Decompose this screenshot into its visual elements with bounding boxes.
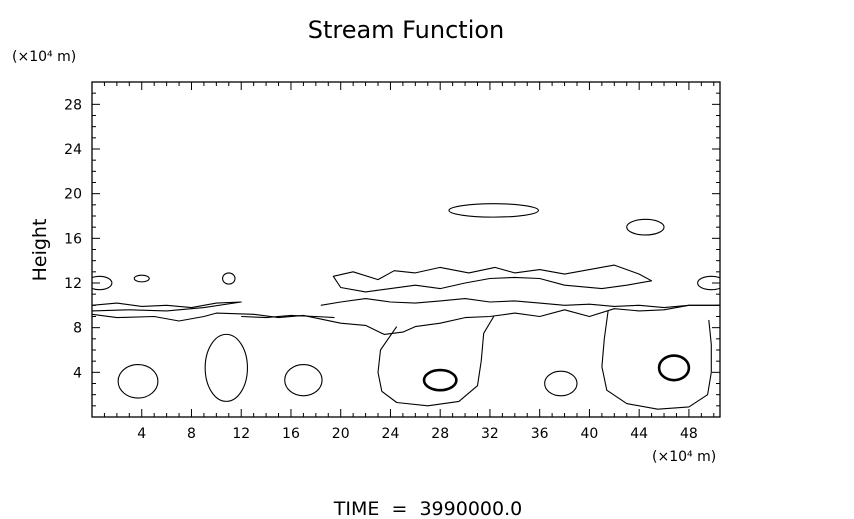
- axis-ticks: [92, 82, 720, 417]
- y-tick-label: 12: [64, 276, 82, 292]
- vortex-contour: [544, 370, 578, 397]
- x-tick-label: 40: [581, 426, 599, 442]
- vortex-contour: [204, 333, 248, 402]
- closed-contour: [697, 275, 720, 291]
- contour-lines: [92, 203, 720, 410]
- x-tick-label: 24: [382, 426, 400, 442]
- y-tick-label: 28: [64, 97, 82, 113]
- chart-title: Stream Function: [308, 16, 505, 44]
- vortex-contour: [657, 354, 691, 382]
- contour-line: [92, 301, 242, 312]
- vortex-contour: [422, 368, 458, 392]
- y-tick-label: 16: [64, 231, 82, 247]
- x-tick-label: 8: [187, 426, 196, 442]
- x-tick-label: 44: [630, 426, 648, 442]
- contour-line: [377, 316, 495, 407]
- x-unit-label: (×10⁴ m): [652, 449, 716, 465]
- y-tick-label: 8: [73, 321, 82, 337]
- y-tick-label: 20: [64, 187, 82, 203]
- y-axis-label: Height: [29, 219, 51, 282]
- closed-contour: [92, 275, 113, 291]
- x-tick-label: 28: [431, 426, 449, 442]
- closed-contour: [448, 203, 539, 218]
- y-tick-label: 24: [64, 142, 82, 158]
- x-tick-label: 4: [137, 426, 146, 442]
- x-tick-label: 16: [282, 426, 300, 442]
- contour-line: [241, 314, 335, 319]
- closed-contour: [133, 274, 150, 283]
- x-tick-label: 12: [232, 426, 250, 442]
- time-footer: TIME = 3990000.0: [333, 498, 522, 519]
- x-tick-label: 20: [332, 426, 350, 442]
- closed-contour: [626, 218, 665, 236]
- x-tick-label: 48: [680, 426, 698, 442]
- contour-line: [320, 298, 720, 309]
- contour-line: [92, 304, 720, 335]
- vortex-contour: [284, 363, 323, 397]
- y-tick-label: 4: [73, 365, 82, 381]
- y-unit-label: (×10⁴ m): [12, 49, 76, 65]
- contour-line: [601, 310, 712, 410]
- vortex-contour: [117, 363, 159, 399]
- x-tick-label: 32: [481, 426, 499, 442]
- plot-frame: [91, 81, 721, 418]
- x-tick-label: 36: [531, 426, 549, 442]
- contour-line: [332, 264, 653, 293]
- closed-contour: [222, 272, 236, 285]
